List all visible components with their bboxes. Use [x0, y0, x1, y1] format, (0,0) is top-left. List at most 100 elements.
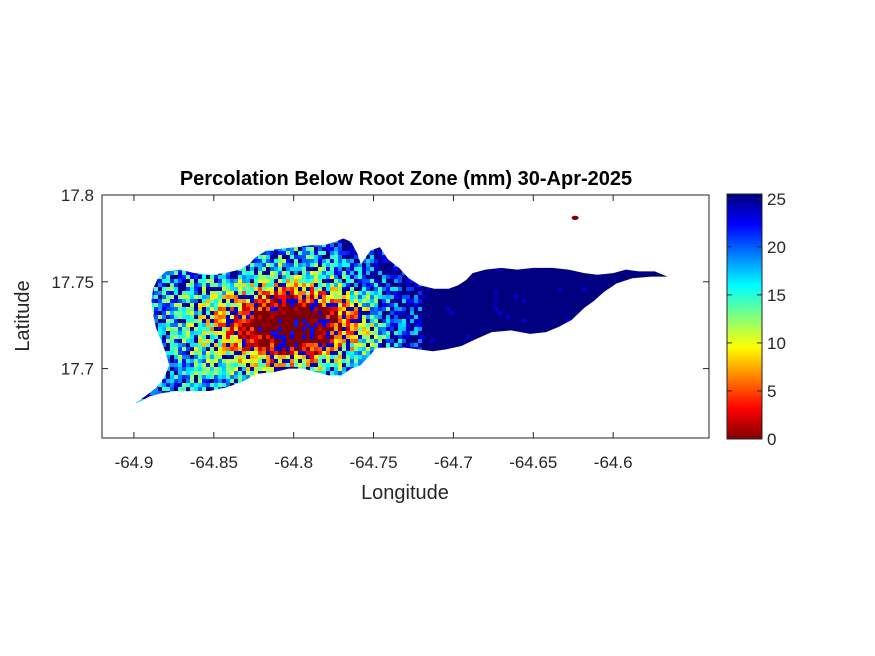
heat-cell	[306, 327, 310, 331]
heat-cell	[130, 411, 134, 415]
heat-cell	[290, 299, 294, 303]
heat-cell	[190, 367, 194, 371]
heat-cell	[126, 255, 130, 259]
heat-cell	[106, 343, 110, 347]
heat-cell	[142, 251, 146, 255]
heat-cell	[114, 239, 118, 243]
heat-cell	[374, 387, 378, 391]
heat-cell	[230, 291, 234, 295]
heat-cell	[322, 355, 326, 359]
heat-cell	[402, 291, 406, 295]
heat-cell	[358, 343, 362, 347]
heat-cell	[326, 315, 330, 319]
heat-cell	[342, 423, 346, 427]
heat-cell	[186, 327, 190, 331]
heat-cell	[226, 203, 230, 207]
heat-cell	[302, 375, 306, 379]
heat-cell	[350, 391, 354, 395]
heat-cell	[170, 231, 174, 235]
heat-cell	[190, 383, 194, 387]
heat-cell	[190, 247, 194, 251]
heat-cell	[114, 283, 118, 287]
heat-cell	[158, 243, 162, 247]
heat-cell	[366, 231, 370, 235]
heat-cell	[298, 299, 302, 303]
heat-cell	[154, 263, 158, 267]
heat-cell	[274, 219, 278, 223]
heat-cell	[238, 303, 242, 307]
heat-cell	[422, 411, 426, 415]
heat-cell	[318, 367, 322, 371]
heat-cell	[166, 331, 170, 335]
heat-cell	[150, 267, 154, 271]
heat-cell	[334, 307, 338, 311]
heat-cell	[182, 387, 186, 391]
heat-cell	[106, 307, 110, 311]
heat-cell	[294, 303, 298, 307]
heat-cell	[426, 275, 430, 279]
heat-cell	[122, 371, 126, 375]
heat-cell	[250, 383, 254, 387]
heat-cell	[118, 199, 122, 203]
heat-cell	[262, 431, 266, 435]
heat-cell	[326, 327, 330, 331]
heat-cell	[398, 311, 402, 315]
heat-cell	[142, 267, 146, 271]
heat-cell	[182, 403, 186, 404]
heat-cell	[390, 343, 394, 347]
heat-cell	[214, 211, 218, 215]
heat-cell	[290, 395, 294, 399]
heat-cell	[398, 271, 402, 275]
heat-cell	[398, 211, 402, 215]
heat-cell	[258, 243, 262, 247]
heat-cell	[270, 375, 274, 379]
heat-cell	[398, 379, 402, 383]
heat-cell	[330, 238, 334, 239]
heat-cell	[270, 327, 274, 331]
heat-cell	[154, 415, 158, 419]
heat-cell	[158, 387, 162, 391]
heat-cell	[366, 195, 370, 199]
heat-cell	[246, 343, 250, 347]
heat-cell	[102, 227, 106, 231]
heat-cell	[250, 379, 254, 383]
heat-cell	[250, 247, 254, 251]
heat-cell	[142, 199, 146, 203]
heat-cell	[122, 383, 126, 387]
heat-cell	[210, 287, 214, 291]
heat-cell	[294, 215, 298, 219]
heat-cell	[166, 259, 170, 263]
heat-cell	[126, 351, 130, 355]
heat-cell	[198, 295, 202, 299]
heat-cell	[226, 291, 230, 295]
heat-cell	[306, 203, 310, 207]
heat-cell	[226, 279, 230, 283]
heat-cell	[310, 415, 314, 419]
heat-cell	[366, 351, 370, 355]
heat-cell	[322, 295, 326, 299]
heat-cell	[410, 395, 414, 399]
heat-cell	[326, 243, 330, 247]
heat-cell	[298, 199, 302, 203]
heat-cell	[135, 355, 138, 359]
heat-cell	[130, 383, 134, 387]
heat-cell	[322, 415, 326, 419]
heat-cell	[238, 399, 242, 403]
heat-cell	[426, 403, 430, 404]
heat-cell	[138, 355, 142, 359]
heat-cell	[326, 355, 330, 359]
heat-cell	[146, 223, 150, 227]
heat-cell	[106, 311, 110, 315]
heat-cell	[374, 351, 378, 355]
heat-cell	[154, 279, 158, 283]
heat-cell	[426, 319, 430, 323]
heat-cell	[402, 307, 406, 311]
heat-cell	[414, 291, 418, 295]
heat-cell	[246, 243, 250, 247]
heat-cell	[182, 379, 186, 383]
heat-cell	[142, 387, 146, 391]
heat-cell	[114, 259, 118, 263]
heat-cell	[258, 275, 262, 279]
heat-cell	[246, 319, 250, 323]
heat-cell	[138, 335, 142, 339]
